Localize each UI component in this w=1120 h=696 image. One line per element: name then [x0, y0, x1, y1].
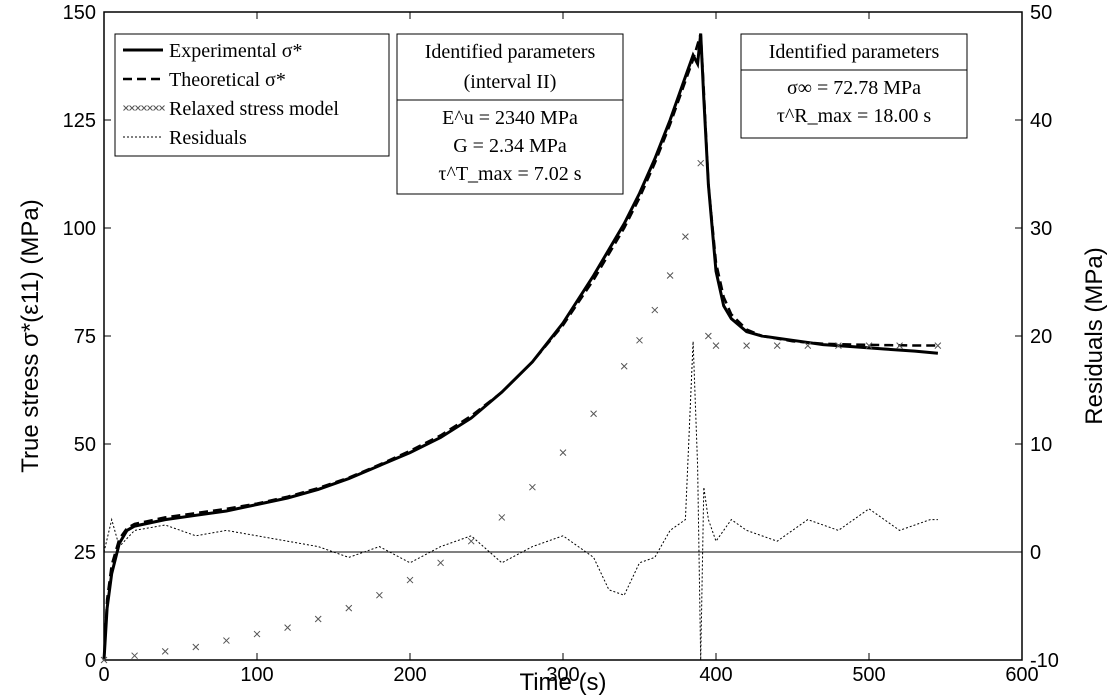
legend-swatch-relaxed	[129, 105, 135, 111]
relaxed-model-point	[896, 342, 903, 349]
relaxed-model-point	[704, 332, 712, 340]
relaxed-model-point	[743, 342, 750, 349]
legend-swatch-relaxed	[135, 105, 141, 111]
series-theoretical	[102, 33, 938, 661]
y2-tick-label: 0	[1030, 542, 1041, 564]
relaxed-model-point	[100, 656, 108, 664]
y-tick-label: 150	[63, 2, 96, 24]
x-tick-label: 100	[240, 664, 273, 686]
relaxed-model-point	[804, 342, 812, 349]
annotation-line: Identified parameters	[769, 41, 940, 63]
y2-tick-label: -10	[1030, 650, 1059, 672]
relaxed-model-point	[467, 537, 475, 545]
y2-tick-label: 40	[1030, 110, 1052, 132]
relaxed-model-point	[406, 576, 414, 584]
y-tick-label: 25	[74, 542, 96, 564]
x-tick-label: 600	[1005, 664, 1038, 686]
relaxed-model-point	[559, 449, 567, 456]
annotation-line: G = 2.34 MPa	[453, 135, 567, 157]
relaxed-model-point	[345, 604, 353, 612]
y-tick-label: 0	[85, 650, 96, 672]
y-axis-title: True stress σ*(ε11) (MPa)	[17, 199, 44, 473]
x-tick-label: 500	[852, 664, 885, 686]
annotation-box-params-interval-2	[396, 33, 624, 195]
relaxed-model-point	[192, 643, 200, 651]
legend-label: Residuals	[169, 127, 247, 149]
x-tick-label: 0	[98, 664, 109, 686]
series-experimental	[102, 33, 939, 661]
series-residuals	[103, 341, 938, 661]
relaxed-model-point	[284, 624, 291, 631]
relaxed-model-point	[437, 559, 444, 567]
relaxed-model-point	[682, 233, 689, 240]
y2-tick-label: 30	[1030, 218, 1052, 240]
y2-tick-label: 20	[1030, 326, 1052, 348]
legend-label: Theoretical σ*	[169, 69, 286, 91]
relaxed-model-point	[253, 630, 261, 638]
relaxed-model-point	[865, 342, 873, 349]
legend-label: Experimental σ*	[169, 40, 303, 62]
legend-swatch-relaxed	[123, 105, 129, 111]
y-tick-label: 50	[74, 434, 96, 456]
y-tick-label: 100	[63, 218, 96, 240]
legend-swatch-relaxed	[147, 105, 153, 111]
x-axis-title: Time (s)	[519, 669, 606, 696]
legend-box	[114, 33, 390, 157]
legend-label: Relaxed stress model	[169, 98, 339, 120]
relaxed-model-point	[314, 615, 322, 623]
y-tick-label: 75	[74, 326, 96, 348]
relaxed-model-point	[223, 637, 230, 644]
relaxed-model-point	[697, 159, 705, 167]
relaxed-model-point	[934, 342, 942, 349]
x-tick-label: 400	[699, 664, 732, 686]
relaxed-model-point	[666, 272, 674, 279]
y2-axis-title: Residuals (MPa)	[1081, 247, 1108, 424]
relaxed-model-point	[636, 336, 643, 344]
relaxed-model-point	[131, 652, 138, 660]
relaxed-model-point	[773, 342, 781, 349]
annotation-line: τ^R_max = 18.00 s	[777, 105, 931, 127]
legend-swatch-relaxed	[153, 105, 159, 111]
annotation-line: Identified parameters	[425, 41, 596, 63]
legend-swatch-relaxed	[159, 105, 165, 111]
relaxed-model-point	[651, 306, 659, 314]
relaxed-model-point	[161, 648, 169, 655]
y-tick-label: 125	[63, 110, 96, 132]
annotation-line: (interval II)	[464, 71, 557, 93]
relaxed-model-point	[529, 483, 536, 491]
y2-tick-label: 50	[1030, 2, 1052, 24]
y2-tick-label: 10	[1030, 434, 1052, 456]
relaxed-model-point	[590, 410, 597, 418]
x-tick-label: 200	[393, 664, 426, 686]
relaxed-model-point	[712, 342, 720, 349]
annotation-box-params-relaxation	[740, 33, 968, 139]
x-tick-label: 300	[546, 664, 579, 686]
annotation-line: E^u = 2340 MPa	[442, 107, 578, 129]
annotation-line: τ^T_max = 7.02 s	[438, 163, 581, 185]
legend-swatch-relaxed	[141, 105, 147, 111]
relaxed-model-point	[620, 362, 628, 370]
relaxed-model-point	[498, 514, 506, 521]
relaxed-model-point	[376, 591, 383, 599]
relaxed-model-point	[835, 342, 842, 349]
annotation-line: σ∞ = 72.78 MPa	[787, 77, 921, 99]
